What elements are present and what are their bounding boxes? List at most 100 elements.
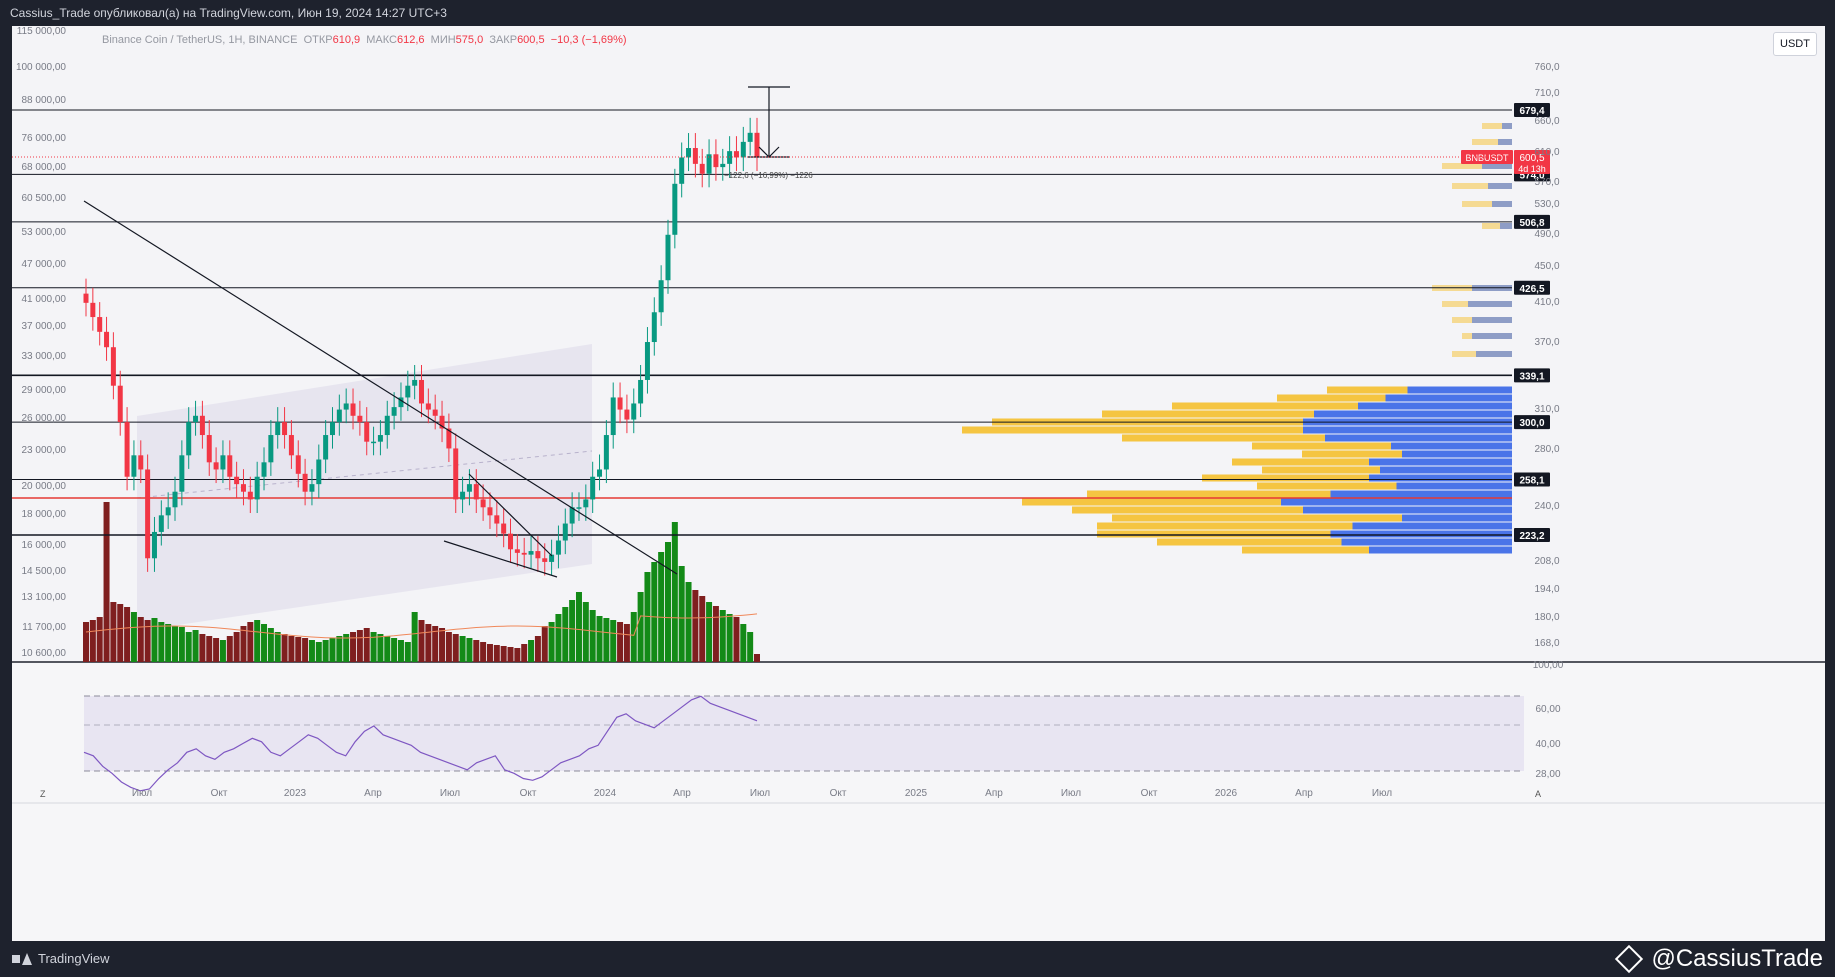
candle-body [542,558,548,562]
volume-profile-sell [1391,442,1512,450]
left-axis-label: 14 500,00 [22,566,67,577]
level-tag-text: 258,1 [1519,476,1544,487]
volume-profile-buy [1097,522,1367,530]
volume-profile-sell [1341,538,1512,546]
volume-profile-buy [1302,450,1412,458]
volume-bar [185,632,192,662]
candle-body [597,469,603,477]
candle-body [446,428,452,449]
candle-body [316,459,322,485]
candle-body [617,397,623,410]
candle-body [90,302,96,318]
volume-profile-buy [1232,458,1382,466]
candle-body [377,435,383,442]
chart-pane[interactable]: 679,4 574,0 506,8 426,5 339,1 300,0 258,1 223,2… [12,26,1825,941]
volume-ma-line [85,613,758,639]
candle-body [179,455,185,492]
change-value: −10,3 (−1,69%) [550,34,627,46]
volume-bar [514,648,521,662]
tradingview-logo[interactable]: TradingView [12,951,110,966]
candle-body [501,523,507,534]
time-axis-label: Июл [1061,788,1081,799]
volume-profile-buy [1277,394,1397,402]
volume-bar [397,640,404,662]
candle-body [309,484,315,492]
high-label: МАКС [366,34,397,46]
volume-profile-sell [1314,410,1512,418]
candle-body [665,234,671,281]
volume-bar [541,626,548,662]
price-tag [1514,150,1550,174]
candle-body [590,476,596,500]
candle-body [329,422,335,436]
candle-body [740,141,746,158]
chart-canvas[interactable]: 679,4 574,0 506,8 426,5 339,1 300,0 258,1 223,2… [12,26,1825,941]
candle-body [295,455,301,474]
volume-profile-buy [1087,490,1347,498]
wedge-lower-line [443,540,558,578]
volume-bar [226,636,233,662]
a-label: A [1535,789,1541,799]
candle-body [213,462,219,470]
volume-bar [240,626,247,662]
candle-body [254,476,260,500]
volume-bar [178,627,185,662]
candle-body [350,403,356,416]
candle-body [336,409,342,423]
candle-body [131,455,137,477]
candle-body [405,385,411,398]
volume-bar [719,610,726,662]
open-label: ОТКР [303,34,333,46]
level-tag-text: 339,1 [1519,371,1544,382]
left-axis-label: 53 000,00 [22,227,67,238]
currency-button[interactable]: USDT [1773,32,1817,56]
volume-bar [521,644,528,662]
candle-body [199,415,205,436]
candle-body [466,484,472,492]
right-axis-label: 610,0 [1534,147,1559,158]
volume-bar [617,622,624,662]
volume-bar [315,642,322,662]
time-axis-label: 2026 [1215,788,1238,799]
volume-profile-buy [1327,386,1417,394]
time-axis-label: Апр [673,788,691,799]
volume-bar [103,502,110,662]
volume-profile-sell [1380,466,1512,474]
volume-bar [295,637,302,662]
candle-body [343,403,349,410]
volume-bar [377,634,384,662]
right-axis-label: 280,0 [1534,444,1559,455]
volume-bar [658,552,665,662]
volume-profile-buy [1102,410,1332,418]
candle-body [261,462,267,477]
candle-body [610,397,616,436]
volume-profile-sell [1369,546,1512,554]
volume-bar [363,628,370,662]
volume-bar [137,617,144,662]
volume-profile-buy [962,426,1322,434]
right-axis-label: 370,0 [1534,337,1559,348]
left-axis-label: 23 000,00 [22,445,67,456]
candle-body [398,397,404,408]
volume-bar [534,636,541,662]
candle-body [282,422,288,436]
time-axis-label: 2024 [594,788,617,799]
wedge-upper-line [468,473,553,557]
tradingview-logo-icon [12,952,32,965]
time-axis-label: Апр [985,788,1003,799]
volume-profile-sell [1330,490,1512,498]
right-axis-label: 310,0 [1534,404,1559,415]
candle-body [549,554,555,562]
level-tag-text: 426,5 [1519,284,1544,295]
volume-bar [466,638,473,662]
volume-bar [329,638,336,662]
volume-bar [172,626,179,662]
candle-body [206,435,212,463]
level-tag [1514,472,1550,487]
volume-profile-sell [1352,522,1512,530]
symbol-tag-text: BNBUSDT [1465,153,1509,163]
author-watermark: @CassiusTrade [1615,944,1823,974]
volume-profile-sell [1358,402,1512,410]
left-axis-label: 60 500,00 [22,193,67,204]
volume-bar [548,622,555,662]
